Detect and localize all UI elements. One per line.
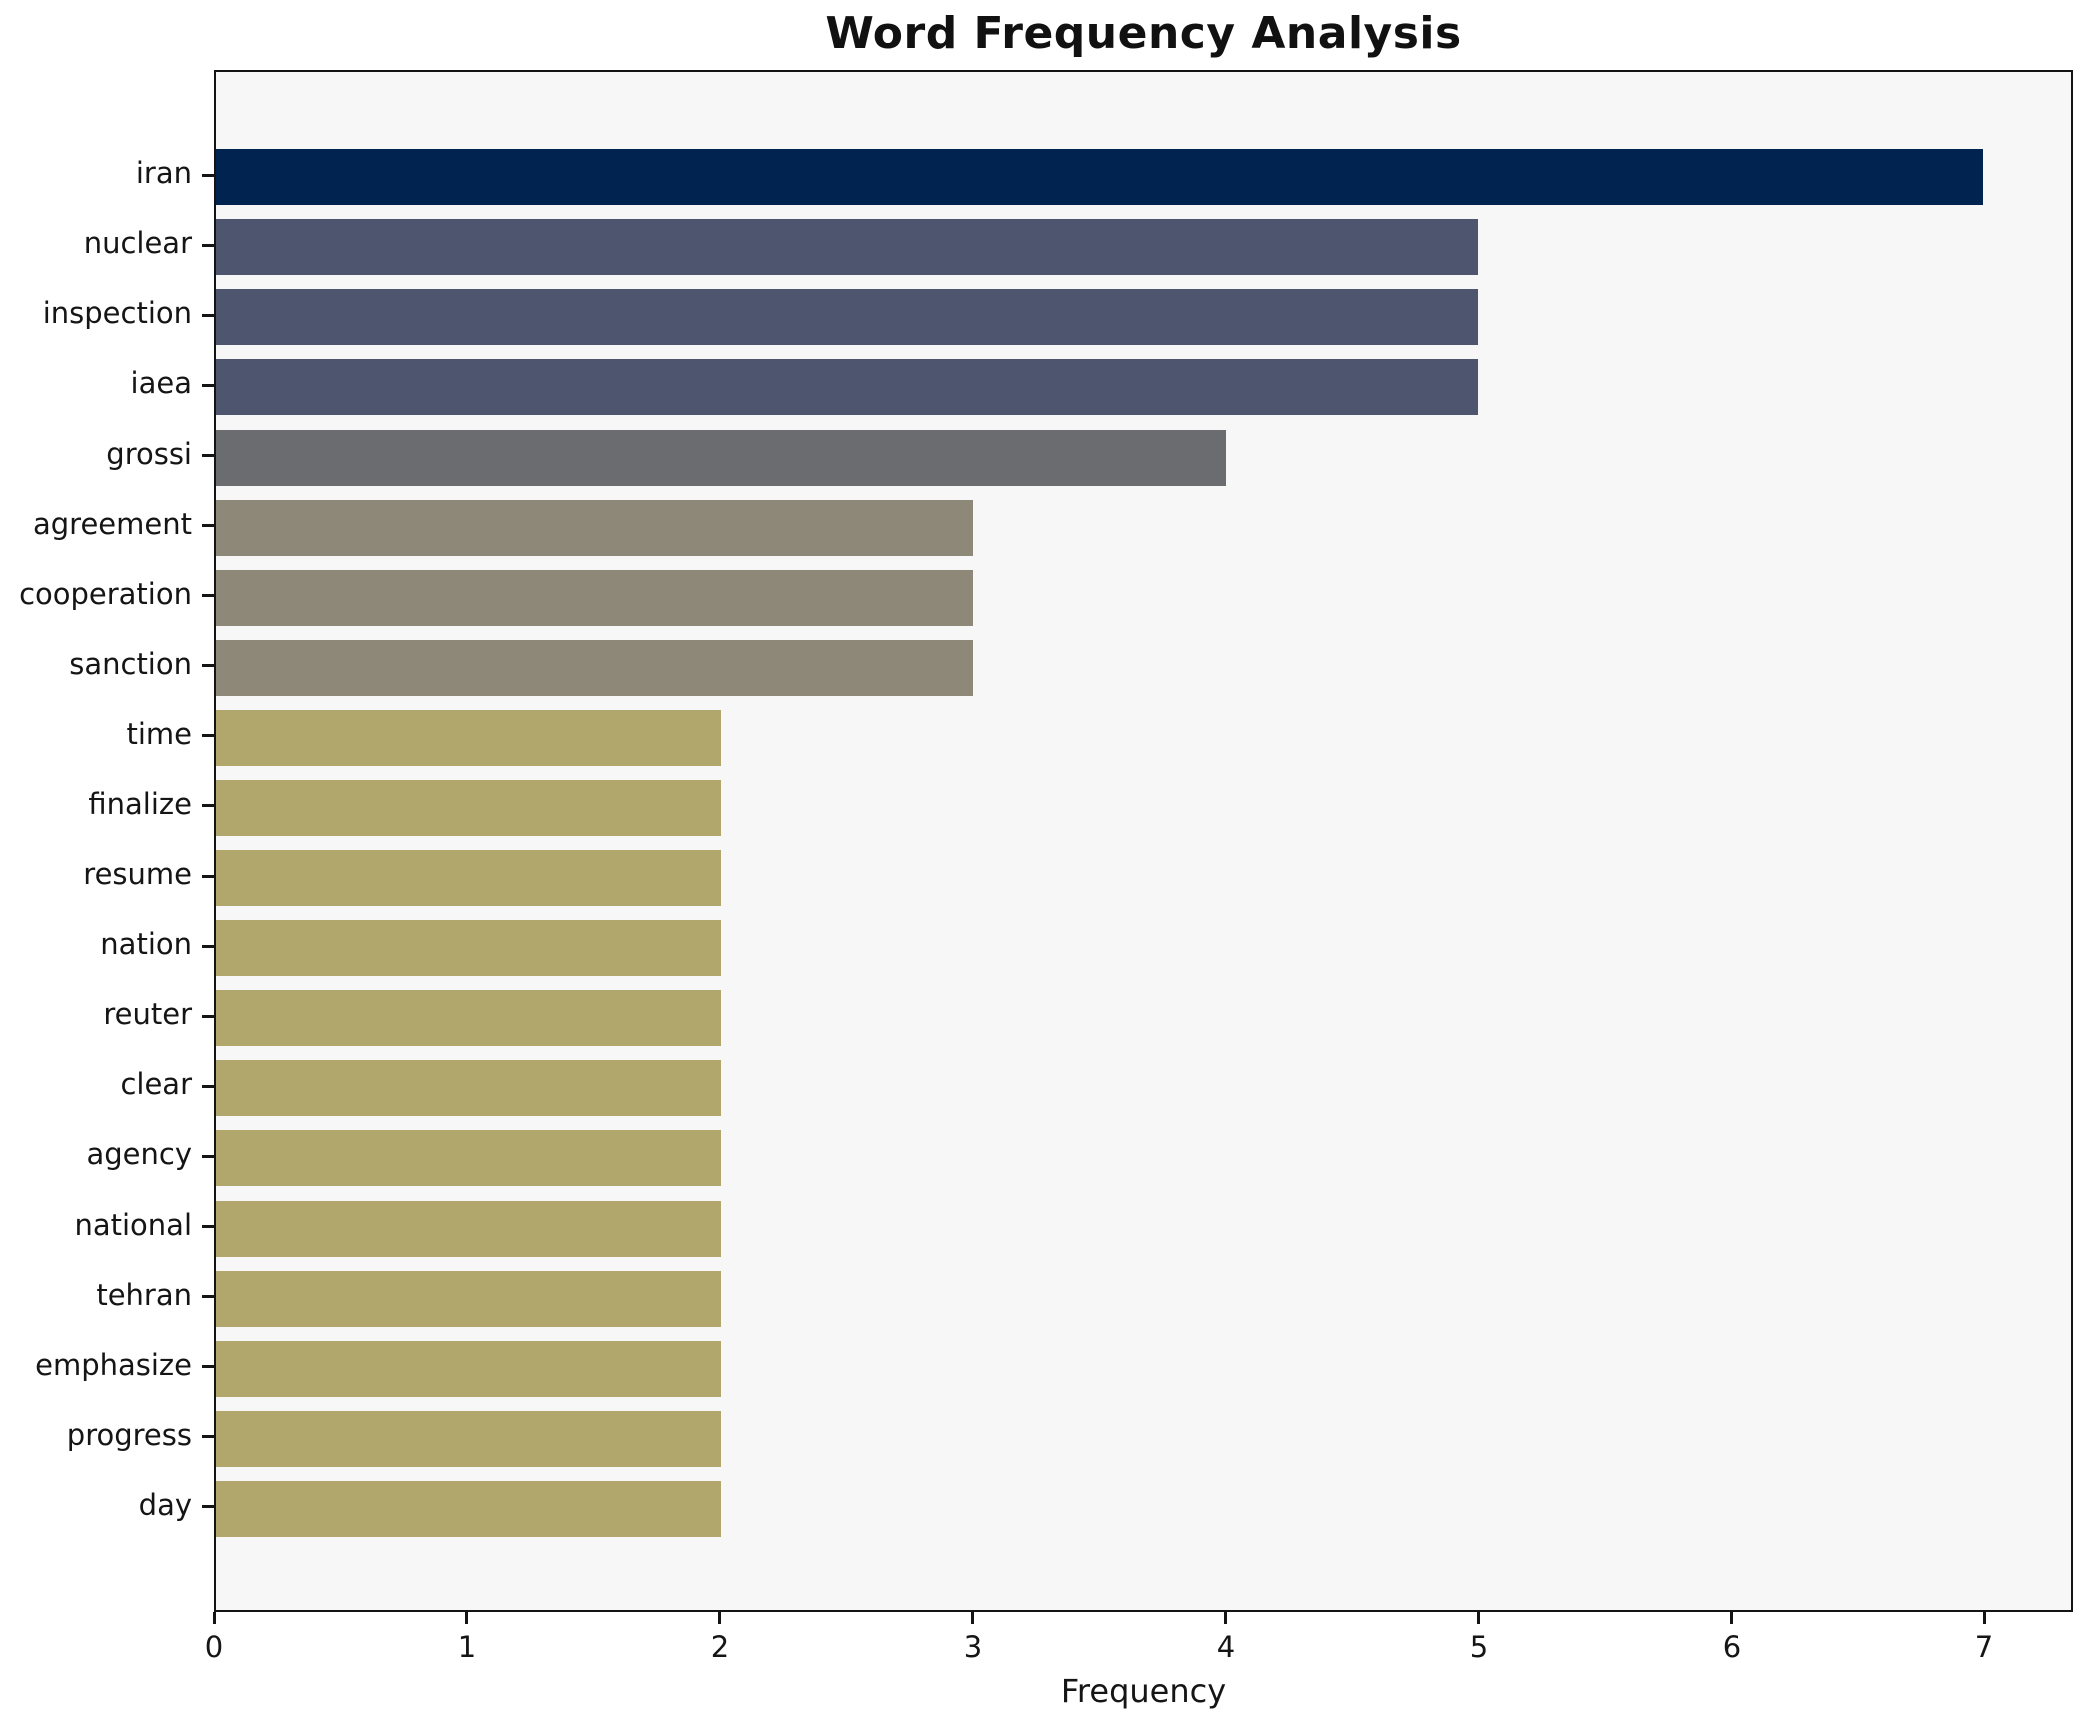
bars-layer xyxy=(216,72,2071,1610)
y-tick-mark xyxy=(202,1435,214,1438)
y-tick-label-national: national xyxy=(74,1208,192,1242)
plot-area xyxy=(214,70,2073,1612)
y-tick-mark xyxy=(202,1015,214,1018)
bar-iran xyxy=(216,149,1983,205)
y-tick-mark xyxy=(202,1155,214,1158)
x-tick-label-2: 2 xyxy=(710,1630,730,1664)
x-tick-mark xyxy=(971,1612,974,1624)
y-tick-label-nation: nation xyxy=(100,927,192,961)
x-tick-label-5: 5 xyxy=(1469,1630,1489,1664)
bar-iaea xyxy=(216,359,1478,415)
bar-time xyxy=(216,710,721,766)
bar-cooperation xyxy=(216,570,974,626)
x-axis-title: Frequency xyxy=(1060,1672,1227,1710)
y-tick-mark xyxy=(202,1365,214,1368)
y-tick-mark xyxy=(202,454,214,457)
x-tick-mark xyxy=(1730,1612,1733,1624)
y-tick-mark xyxy=(202,524,214,527)
y-tick-label-tehran: tehran xyxy=(96,1278,192,1312)
x-tick-label-7: 7 xyxy=(1974,1630,1994,1664)
y-tick-mark xyxy=(202,384,214,387)
x-tick-label-6: 6 xyxy=(1722,1630,1742,1664)
y-tick-mark xyxy=(202,1505,214,1508)
y-tick-mark xyxy=(202,244,214,247)
x-tick-mark xyxy=(718,1612,721,1624)
y-tick-label-cooperation: cooperation xyxy=(19,577,192,611)
y-tick-label-time: time xyxy=(126,717,192,751)
bar-nation xyxy=(216,920,721,976)
y-tick-mark xyxy=(202,945,214,948)
y-tick-mark xyxy=(202,875,214,878)
y-tick-label-nuclear: nuclear xyxy=(83,226,192,260)
y-tick-label-day: day xyxy=(138,1488,192,1522)
y-tick-mark xyxy=(202,314,214,317)
bar-progress xyxy=(216,1411,721,1467)
y-tick-label-emphasize: emphasize xyxy=(35,1348,192,1382)
y-tick-mark xyxy=(202,734,214,737)
x-tick-mark xyxy=(1224,1612,1227,1624)
bar-nuclear xyxy=(216,219,1478,275)
y-tick-mark xyxy=(202,804,214,807)
y-tick-mark xyxy=(202,664,214,667)
y-tick-mark xyxy=(202,1085,214,1088)
bar-agreement xyxy=(216,500,974,556)
x-tick-label-1: 1 xyxy=(457,1630,477,1664)
y-tick-label-agreement: agreement xyxy=(33,507,192,541)
bar-clear xyxy=(216,1060,721,1116)
bar-agency xyxy=(216,1130,721,1186)
y-tick-mark xyxy=(202,594,214,597)
bar-reuter xyxy=(216,990,721,1046)
y-tick-label-progress: progress xyxy=(66,1418,192,1452)
x-tick-mark xyxy=(1477,1612,1480,1624)
bar-sanction xyxy=(216,640,974,696)
y-tick-label-inspection: inspection xyxy=(42,296,192,330)
x-tick-label-4: 4 xyxy=(1216,1630,1236,1664)
y-tick-label-agency: agency xyxy=(86,1137,192,1171)
x-tick-mark xyxy=(465,1612,468,1624)
y-tick-label-clear: clear xyxy=(120,1067,192,1101)
x-tick-label-3: 3 xyxy=(963,1630,983,1664)
x-tick-mark xyxy=(1983,1612,1986,1624)
bar-finalize xyxy=(216,780,721,836)
y-tick-label-reuter: reuter xyxy=(103,997,192,1031)
bar-emphasize xyxy=(216,1341,721,1397)
y-tick-label-grossi: grossi xyxy=(106,437,192,471)
y-tick-label-finalize: finalize xyxy=(88,787,192,821)
bar-tehran xyxy=(216,1271,721,1327)
chart-title: Word Frequency Analysis xyxy=(825,8,1462,59)
x-tick-label-0: 0 xyxy=(204,1630,224,1664)
y-tick-mark xyxy=(202,174,214,177)
y-tick-label-iaea: iaea xyxy=(130,366,192,400)
y-tick-label-iran: iran xyxy=(135,156,192,190)
y-tick-mark xyxy=(202,1225,214,1228)
bar-grossi xyxy=(216,430,1226,486)
y-tick-label-sanction: sanction xyxy=(69,647,192,681)
bar-inspection xyxy=(216,289,1478,345)
y-tick-label-resume: resume xyxy=(83,857,192,891)
x-tick-mark xyxy=(213,1612,216,1624)
bar-day xyxy=(216,1481,721,1537)
bar-resume xyxy=(216,850,721,906)
y-tick-mark xyxy=(202,1295,214,1298)
bar-national xyxy=(216,1201,721,1257)
